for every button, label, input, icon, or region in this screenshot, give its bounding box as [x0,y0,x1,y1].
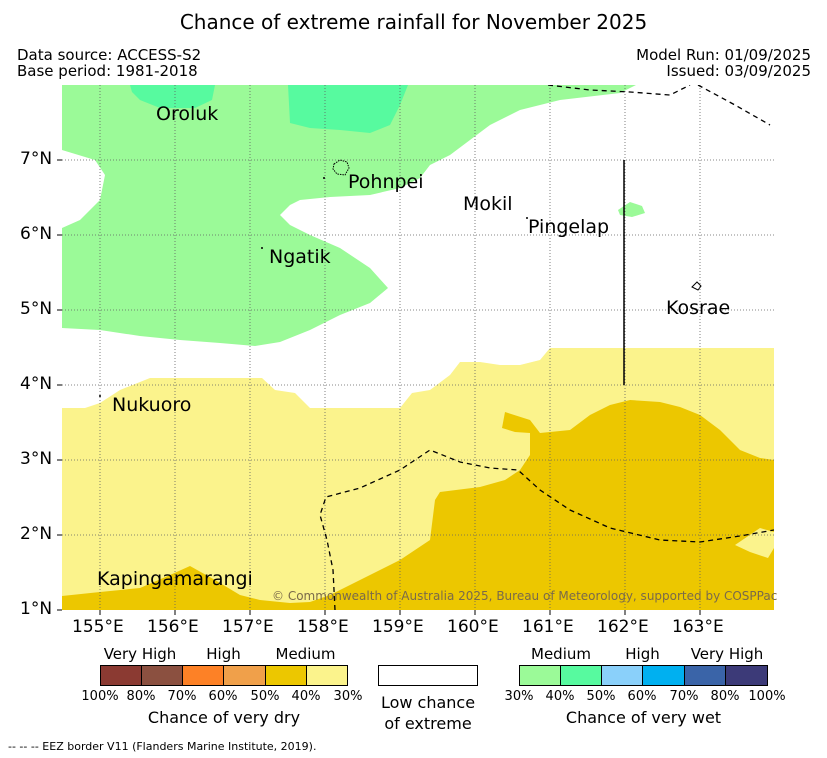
dry-legend-header: Very High [103,645,177,663]
eez-borders [319,85,774,610]
place-label-ngatik: Ngatik [269,246,331,268]
dry-swatch [141,665,183,686]
place-label-kosrae: Kosrae [666,297,731,319]
place-label-pohnpei: Pohnpei [348,171,424,193]
dry-legend-header: High [206,645,241,663]
wet-legend-header: High [625,645,660,663]
dry-swatch [306,665,348,686]
wet-legend-header: Medium [531,645,591,663]
wet-swatch [519,665,561,686]
data-source-text: Data source: ACCESS-S2 [17,46,202,64]
y-tick-label: 5°N [20,299,53,319]
place-label-mokil: Mokil [463,193,513,215]
pohnpei-island-shape [332,159,350,176]
wet-swatch [684,665,726,686]
dry-swatch [223,665,266,686]
dry-percent-label: 70% [167,689,197,704]
low-chance-swatch [378,665,478,686]
place-label-kapingamarangi: Kapingamarangi [97,568,253,590]
kosrae-island-shape [691,281,702,291]
map-plot-area [62,85,774,610]
dry-percent-label: 40% [291,689,321,704]
dry-swatch [100,665,142,686]
wet-swatch [642,665,685,686]
dry-swatch [265,665,307,686]
wet-swatch [725,665,768,686]
wet-percent-label: 40% [545,689,575,704]
dry-percent-label: 30% [333,689,363,704]
wet-percent-label: 50% [586,689,616,704]
x-tick-label: 160°E [447,617,499,637]
wet-percent-label: 60% [627,689,657,704]
wet-swatch [601,665,643,686]
y-tick-label: 7°N [20,149,53,169]
low-chance-caption: Low chance [380,693,476,712]
y-tick-label: 3°N [20,449,53,469]
wet-medium-dark-region [130,85,215,108]
wet-legend-header: Very High [690,645,764,663]
wet-legend-caption: Chance of very wet [565,708,722,727]
x-tick-label: 158°E [297,617,349,637]
place-label-pingelap: Pingelap [528,216,610,238]
dry-medium-notch [735,528,774,558]
x-tick-label: 159°E [372,617,424,637]
wet-percent-label: 100% [748,689,786,704]
model-run-text: Model Run: 01/09/2025 [636,46,811,64]
eez-footnote: -- -- -- EEZ border V11 (Flanders Marine… [8,740,317,753]
wet-medium-region [62,85,636,346]
map-title: Chance of extreme rainfall for November … [179,10,648,34]
island-dots [99,177,528,397]
wet-percent-label: 80% [710,689,740,704]
issued-text: Issued: 03/09/2025 [666,62,811,80]
wet-percent-label: 30% [504,689,534,704]
x-tick-label: 156°E [147,617,199,637]
place-label-nukuoro: Nukuoro [112,394,192,416]
axis-ticks [57,159,701,615]
copyright-text: © Commonwealth of Australia 2025, Bureau… [272,589,778,603]
y-tick-label: 4°N [20,374,53,394]
place-label-oroluk: Oroluk [156,103,219,125]
dry-legend-header: Medium [275,645,336,663]
dry-percent-label: 60% [208,689,238,704]
dry-medium-dark-region [62,400,774,610]
base-period-text: Base period: 1981-2018 [17,62,198,80]
wet-medium-dark-region-2 [288,85,408,133]
x-tick-label: 161°E [522,617,574,637]
x-tick-label: 155°E [72,617,124,637]
y-tick-label: 6°N [20,224,53,244]
dry-swatch [182,665,224,686]
x-tick-label: 157°E [222,617,274,637]
y-tick-label: 2°N [20,524,53,544]
y-tick-label: 1°N [20,599,53,619]
dry-legend-caption: Chance of very dry [147,708,301,727]
x-tick-label: 162°E [597,617,649,637]
grid-lines [62,85,774,610]
dry-percent-label: 80% [126,689,156,704]
dry-percent-label: 100% [81,689,119,704]
low-chance-caption: of extreme [384,714,472,733]
dry-percent-label: 50% [250,689,280,704]
x-tick-label: 163°E [672,617,724,637]
wet-swatch [560,665,602,686]
wet-percent-label: 70% [669,689,699,704]
